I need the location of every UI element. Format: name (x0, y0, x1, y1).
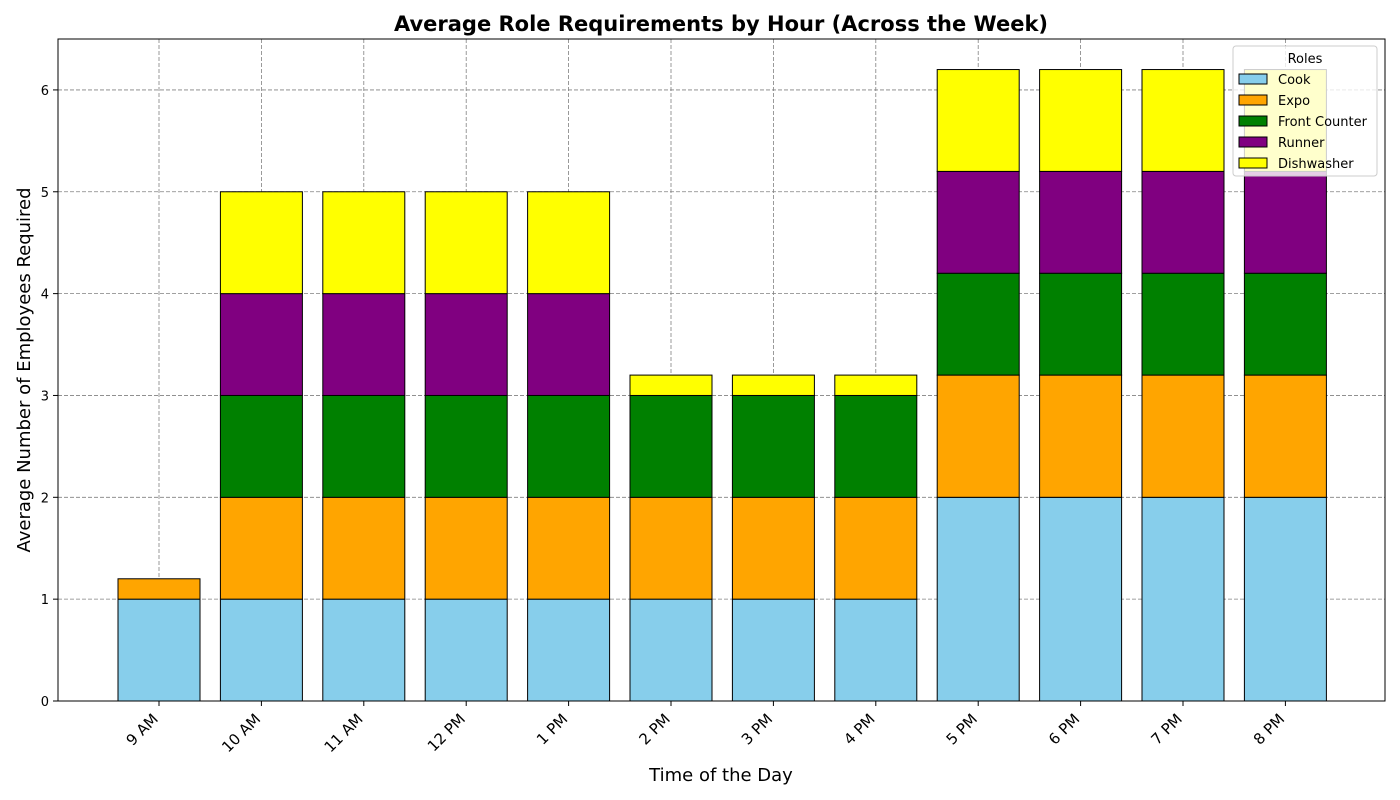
y-tick-label: 2 (41, 491, 49, 506)
x-tick-label: 12 PM (424, 710, 469, 755)
bar-dishwasher-5-pm (936, 69, 1020, 172)
bar-runner-5-pm (936, 170, 1020, 274)
legend: Roles Cook Expo Front Counter Runner Dishwas… (1232, 45, 1378, 177)
bar-front-counter-11-am (322, 394, 406, 498)
bar-expo-4-pm (834, 496, 918, 600)
bar-expo-12-pm (424, 496, 508, 600)
bar-runner-7-pm (1141, 170, 1225, 274)
bar-dishwasher-11-am (322, 191, 406, 295)
bar-runner-1-pm (527, 293, 611, 396)
bar-expo-9-am (117, 578, 201, 600)
plot-frame (57, 38, 1386, 702)
bar-cook-4-pm (834, 598, 918, 702)
bar-front-counter-2-pm (629, 394, 713, 498)
bar-cook-12-pm (424, 598, 508, 702)
bar-front-counter-3-pm (731, 394, 815, 498)
x-tick-label: 3 PM (738, 710, 776, 748)
bar-front-counter-6-pm (1039, 272, 1123, 376)
x-tick-label: 1 PM (533, 710, 571, 748)
x-axis-label: Time of the Day (648, 765, 793, 786)
bar-expo-7-pm (1141, 374, 1225, 498)
bar-expo-6-pm (1039, 374, 1123, 498)
legend-swatch (1238, 157, 1268, 169)
bar-cook-8-pm (1243, 496, 1327, 702)
x-tick-label: 2 PM (635, 710, 673, 748)
x-tick-label: 10 AM (218, 710, 264, 756)
bar-expo-10-am (219, 496, 303, 600)
legend-swatch (1238, 115, 1268, 127)
bar-cook-2-pm (629, 598, 713, 702)
y-axis-ticks: 0 1 2 3 4 5 6 (41, 84, 58, 710)
bar-cook-10-am (219, 598, 303, 702)
bar-dishwasher-3-pm (731, 374, 815, 396)
x-tick-label: 11 AM (321, 710, 367, 756)
bar-expo-2-pm (629, 496, 713, 600)
x-tick-label: 8 PM (1250, 710, 1288, 748)
bar-dishwasher-7-pm (1141, 69, 1225, 172)
legend-label: Dishwasher (1278, 157, 1354, 172)
bar-dishwasher-1-pm (527, 191, 611, 295)
y-tick-label: 4 (41, 288, 49, 303)
legend-box (1232, 45, 1378, 177)
bar-front-counter-5-pm (936, 272, 1020, 376)
bar-front-counter-12-pm (424, 394, 508, 498)
bars (117, 69, 1327, 702)
legend-label: Front Counter (1278, 115, 1368, 130)
legend-swatch (1238, 73, 1268, 85)
x-tick-label: 6 PM (1045, 710, 1083, 748)
legend-title: Roles (1288, 52, 1323, 67)
bar-cook-3-pm (731, 598, 815, 702)
chart-title: Average Role Requirements by Hour (Acros… (394, 12, 1048, 36)
bar-front-counter-1-pm (527, 394, 611, 498)
bar-runner-6-pm (1039, 170, 1123, 274)
bar-runner-10-am (219, 293, 303, 396)
y-tick-label: 0 (41, 695, 49, 710)
bar-dishwasher-6-pm (1039, 69, 1123, 172)
bar-cook-6-pm (1039, 496, 1123, 702)
y-tick-label: 3 (41, 389, 49, 404)
bar-front-counter-4-pm (834, 394, 918, 498)
bar-dishwasher-4-pm (834, 374, 918, 396)
bar-dishwasher-2-pm (629, 374, 713, 396)
bar-expo-5-pm (936, 374, 1020, 498)
x-tick-label: 7 PM (1147, 710, 1185, 748)
bar-expo-11-am (322, 496, 406, 600)
bar-runner-8-pm (1243, 170, 1327, 274)
y-tick-label: 6 (41, 84, 49, 99)
bar-cook-5-pm (936, 496, 1020, 702)
y-tick-label: 5 (41, 186, 49, 201)
bar-front-counter-7-pm (1141, 272, 1225, 376)
x-tick-label: 5 PM (943, 710, 981, 748)
x-tick-label: 4 PM (840, 710, 878, 748)
bar-cook-1-pm (527, 598, 611, 702)
bar-cook-7-pm (1141, 496, 1225, 702)
y-axis-label: Average Number of Employees Required (14, 187, 35, 552)
bar-cook-11-am (322, 598, 406, 702)
bar-runner-12-pm (424, 293, 508, 396)
legend-swatch (1238, 136, 1268, 148)
bar-front-counter-8-pm (1243, 272, 1327, 376)
x-axis-ticks: 9 AM 10 AM 11 AM 12 PM 1 PM 2 PM 3 PM 4 PM 5 PM 6… (123, 701, 1288, 756)
bar-dishwasher-10-am (219, 191, 303, 295)
bar-cook-9-am (117, 598, 201, 702)
y-tick-label: 1 (41, 593, 49, 608)
bar-front-counter-10-am (219, 394, 303, 498)
x-tick-label: 9 AM (123, 710, 162, 749)
legend-label: Expo (1278, 94, 1310, 109)
bar-expo-1-pm (527, 496, 611, 600)
legend-label: Runner (1278, 136, 1325, 151)
legend-swatch (1238, 94, 1268, 106)
bar-dishwasher-12-pm (424, 191, 508, 295)
bar-expo-8-pm (1243, 374, 1327, 498)
bar-expo-3-pm (731, 496, 815, 600)
bar-runner-11-am (322, 293, 406, 396)
legend-label: Cook (1278, 73, 1311, 88)
